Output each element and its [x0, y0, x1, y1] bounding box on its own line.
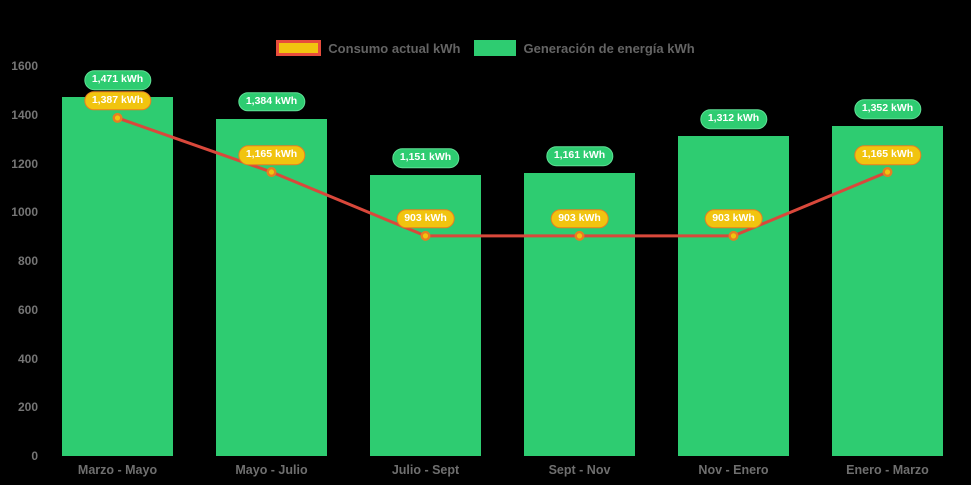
bar-value-label: 1,151 kWh — [391, 148, 460, 169]
line-value-label: 1,165 kWh — [853, 145, 922, 165]
line-point[interactable] — [112, 112, 123, 123]
y-axis-tick-label: 200 — [17, 400, 38, 415]
bar-value-label: 1,471 kWh — [83, 70, 152, 91]
line-point[interactable] — [882, 167, 893, 178]
bar-value-label: 1,352 kWh — [853, 99, 922, 120]
line-point[interactable] — [266, 167, 277, 178]
legend-label: Consumo actual kWh — [328, 40, 461, 56]
y-axis-tick-label: 1200 — [11, 156, 38, 171]
x-axis-label: Sept - Nov — [548, 463, 611, 477]
y-axis-tick-label: 400 — [17, 351, 38, 366]
x-axis-label: Mayo - Julio — [235, 463, 308, 477]
x-axis-label: Enero - Marzo — [846, 463, 929, 477]
legend-item-consumo[interactable]: Consumo actual kWh — [276, 40, 460, 56]
line-point[interactable] — [728, 230, 739, 241]
bar-value-label: 1,312 kWh — [699, 109, 768, 129]
line-value-label: 903 kWh — [704, 209, 763, 229]
y-axis-tick-label: 800 — [17, 254, 38, 268]
legend-item-generacion[interactable]: Generación de energía kWh — [474, 40, 695, 56]
x-axis-label: Marzo - Mayo — [77, 463, 158, 477]
chart-legend: Consumo actual kWh Generación de energía … — [0, 40, 971, 56]
bar-value-label: 1,161 kWh — [545, 146, 614, 166]
line-point[interactable] — [420, 230, 431, 241]
y-axis-tick-label: 0 — [31, 449, 38, 463]
line-value-label: 903 kWh — [550, 209, 609, 229]
line-point[interactable] — [574, 230, 585, 241]
y-axis-tick-label: 1600 — [11, 59, 38, 73]
line-value-label: 1,387 kWh — [83, 91, 152, 111]
bar-nov-enero[interactable] — [678, 136, 789, 456]
legend-label: Generación de energía kWh — [523, 40, 695, 56]
bar-marzo-mayo[interactable] — [62, 97, 173, 456]
legend-swatch-bar — [474, 40, 517, 56]
y-axis-tick-label: 1400 — [11, 107, 38, 122]
bar-value-label: 1,384 kWh — [237, 91, 306, 112]
x-axis-label: Julio - Sept — [391, 463, 460, 477]
y-axis-tick-label: 1000 — [11, 205, 38, 220]
legend-swatch-line — [276, 40, 322, 56]
y-axis-tick-label: 600 — [17, 302, 38, 317]
x-axis-label: Nov - Enero — [698, 463, 769, 477]
line-value-label: 903 kWh — [396, 209, 455, 229]
line-value-label: 1,165 kWh — [237, 145, 306, 165]
